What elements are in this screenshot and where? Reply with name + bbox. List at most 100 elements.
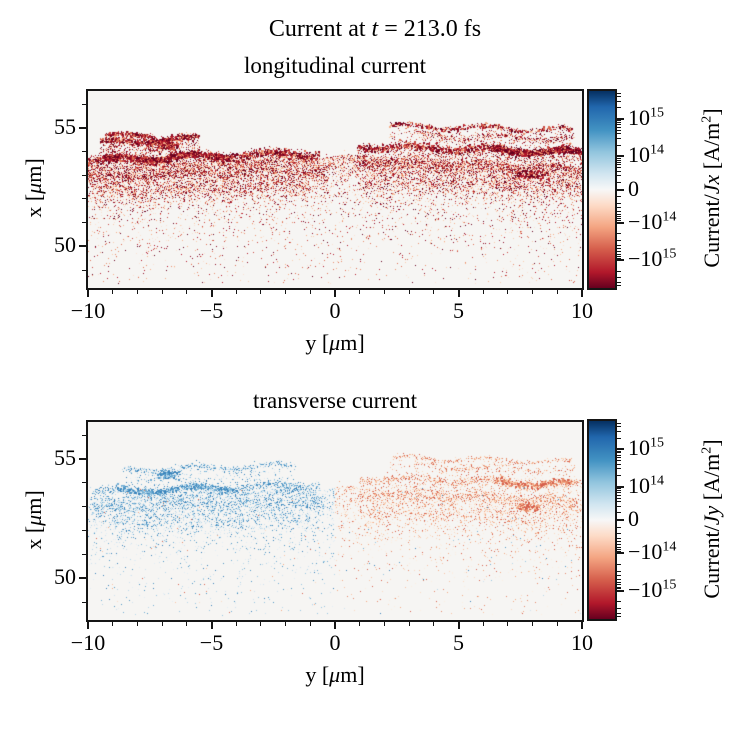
colorbar-major-tick [617,519,624,521]
colorbar-major-tick [617,552,624,555]
figure-title-math-t: t [371,16,379,42]
panel1-cblabel-math: Jx [699,174,724,195]
y-minor-tick [82,506,86,508]
y-minor-tick [82,530,86,532]
colorbar-minor-tick [617,612,621,614]
x-major-tick [334,290,336,297]
x-minor-tick [136,622,138,626]
panel2-colorbar-label: Current/Jy [A/m2] [699,439,725,598]
x-minor-tick [556,622,558,626]
colorbar-minor-tick [617,122,621,124]
colorbar-minor-tick [617,233,621,235]
colorbar-minor-tick [617,430,621,432]
colorbar-minor-tick [617,616,621,618]
colorbar-minor-tick [617,159,621,161]
panel1-xlabel-mu: μ [329,330,341,355]
panel2-colorbar [587,419,617,621]
colorbar-minor-tick [617,608,621,610]
x-minor-tick [383,290,385,294]
colorbar-minor-tick [617,468,621,470]
panel2-cblabel-math: Jy [699,505,724,526]
panel1-colorbar [587,89,617,290]
colorbar-minor-tick [617,494,621,496]
colorbar-minor-tick [617,601,621,603]
colorbar-minor-tick [617,253,621,255]
colorbar-minor-tick [617,129,621,131]
x-minor-tick [408,622,410,626]
y-minor-tick [82,103,86,105]
figure-title-text: Current at [268,16,372,42]
y-minor-tick [82,174,86,176]
x-major-tick [581,622,583,629]
colorbar-minor-tick [617,161,621,163]
colorbar-minor-tick [617,202,621,204]
colorbar-minor-tick [617,487,621,489]
colorbar-minor-tick [617,492,621,494]
y-minor-tick [82,553,86,555]
y-tick-label: 50 [54,564,76,590]
colorbar-minor-tick [617,96,621,98]
colorbar-minor-tick [617,584,621,586]
panel1-ylabel-mu: μ [21,182,46,194]
x-minor-tick [161,622,163,626]
x-minor-tick [186,622,188,626]
colorbar-minor-tick [617,92,621,94]
colorbar-minor-tick [617,512,621,514]
panel1-xlabel-post: m] [340,330,365,355]
pan2-ylabel-mu: μ [21,514,46,526]
colorbar-minor-tick [617,239,621,241]
colorbar-minor-tick [617,257,621,259]
panel1-colorbar-label: Current/Jx [A/m2] [699,108,725,267]
panel1-scatter-canvas [88,91,582,288]
colorbar-minor-tick [617,210,621,212]
colorbar-major-tick [617,155,624,158]
colorbar-minor-tick [617,581,621,583]
panel2-cblabel-close: ] [699,439,724,447]
colorbar-minor-tick [617,564,621,566]
colorbar-major-tick [617,188,624,191]
y-tick-label: 55 [54,444,76,470]
x-tick-label: 5 [453,630,464,655]
colorbar-minor-tick [617,157,621,159]
x-minor-tick [433,622,435,626]
colorbar-major-tick [617,485,624,488]
colorbar-minor-tick [617,422,621,424]
panel1-yaxis-label: x [μm] [21,158,47,217]
y-minor-tick [82,269,86,271]
panel2-ylabel-pre: x [ [21,525,46,550]
y-minor-tick [82,151,86,153]
x-major-tick [457,290,460,297]
colorbar-minor-tick [617,454,621,456]
panel1-ylabel-post: m] [21,158,46,183]
x-minor-tick [161,290,163,294]
colorbar-minor-tick [617,251,621,253]
colorbar-tick-label: 0 [628,506,639,531]
colorbar-major-tick [617,258,624,261]
x-minor-tick [507,622,509,626]
colorbar-major-tick [617,448,624,451]
x-minor-tick [285,622,287,626]
colorbar-minor-tick [617,474,621,476]
colorbar-minor-tick [617,244,621,246]
colorbar-minor-tick [617,586,621,588]
colorbar-tick-label: 1015 [628,435,664,461]
colorbar-tick-label: −1015 [628,245,677,271]
y-major-tick [79,577,86,580]
colorbar-minor-tick [617,248,621,250]
colorbar-minor-tick [617,285,621,287]
colorbar-minor-tick [617,181,621,183]
x-minor-tick [309,290,311,294]
x-major-tick [581,290,583,297]
panel2-colorbar-gradient [589,421,615,619]
x-minor-tick [532,622,534,626]
colorbar-minor-tick [617,196,621,198]
colorbar-minor-tick [617,497,621,499]
colorbar-minor-tick [617,463,621,465]
x-minor-tick [260,290,262,294]
colorbar-minor-tick [617,124,621,126]
panel2-xlabel-pre: y [ [305,662,330,687]
panel1-cblabel-close: ] [699,108,724,116]
x-minor-tick [112,290,114,294]
y-minor-tick [82,198,86,200]
panel1-xaxis-label: y [μm] [88,330,582,356]
